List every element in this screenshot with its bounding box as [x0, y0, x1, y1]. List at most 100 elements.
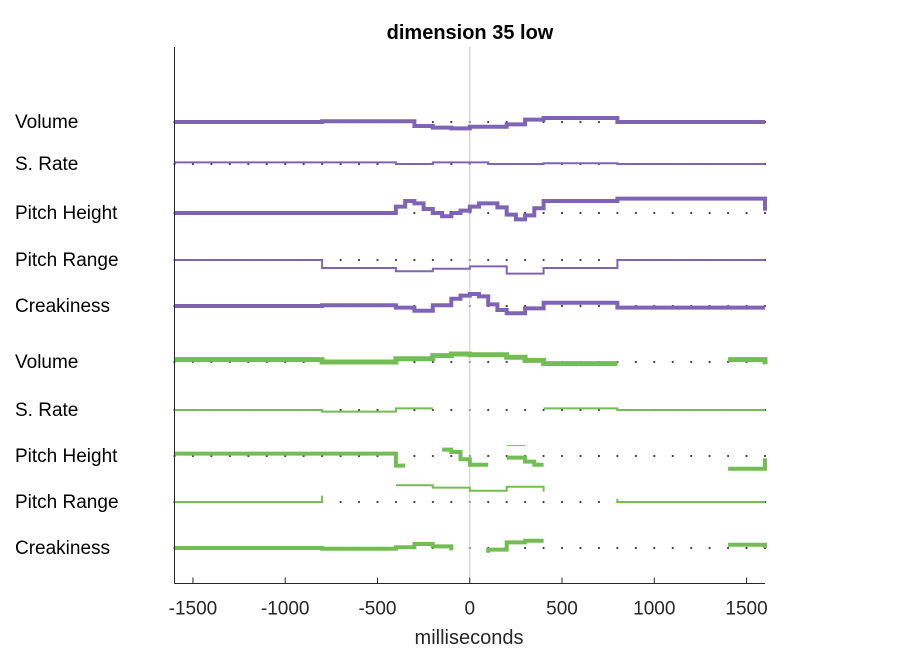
baseline-dot — [597, 211, 601, 215]
row-label: S. Rate — [15, 154, 78, 175]
series-line-green-8 — [174, 495, 324, 503]
baseline-dot — [542, 211, 545, 215]
x-tick-label: -1500 — [169, 599, 218, 620]
baseline-dot — [579, 211, 582, 215]
series-line-green-9 — [728, 542, 767, 548]
baseline-dot — [524, 408, 527, 412]
baseline-dot — [560, 500, 564, 504]
row-label: Pitch Height — [15, 203, 118, 224]
baseline-dot — [413, 454, 416, 458]
row-label: Pitch Range — [15, 492, 119, 513]
baseline-dot — [597, 500, 601, 504]
baseline-dot — [542, 500, 545, 504]
row-label: Volume — [15, 352, 78, 373]
baseline-dot — [560, 304, 564, 308]
baseline-dot — [413, 211, 416, 215]
series-line-purple-1 — [174, 161, 765, 165]
baseline-dot — [653, 211, 656, 215]
x-tick-label: 1500 — [725, 599, 767, 620]
series-line-green-5 — [728, 357, 768, 365]
baseline-dot — [228, 162, 231, 166]
baseline-dot — [726, 454, 730, 458]
baseline-dot — [690, 454, 693, 458]
baseline-dot — [450, 162, 453, 166]
baseline-dot — [339, 408, 342, 412]
baseline-dot — [413, 360, 416, 364]
baseline-dot — [542, 454, 545, 458]
baseline-dot — [560, 546, 564, 550]
baseline-dot — [708, 454, 711, 458]
series-line-green-6 — [543, 407, 765, 411]
baseline-dot — [505, 258, 508, 262]
row-label: Volume — [15, 112, 78, 133]
baseline-dot — [339, 500, 342, 504]
row-label: Creakiness — [15, 296, 110, 317]
baseline-dot — [339, 162, 342, 166]
baseline-dot — [450, 120, 453, 124]
series-line-green-9 — [486, 538, 544, 553]
baseline-dot — [376, 258, 379, 262]
baseline-dot — [579, 120, 582, 124]
baseline-dot — [450, 258, 453, 262]
baseline-dot — [708, 360, 711, 364]
baseline-dot — [708, 546, 711, 550]
baseline-dot — [505, 360, 508, 364]
baseline-dot — [247, 162, 250, 166]
baseline-dot — [357, 500, 361, 504]
baseline-dot — [653, 454, 656, 458]
baseline-dot — [671, 360, 674, 364]
baseline-dot — [505, 304, 508, 308]
baseline-dot — [542, 258, 545, 262]
baseline-dot — [487, 258, 490, 262]
baseline-dot — [579, 454, 582, 458]
baseline-dot — [487, 211, 490, 215]
series-line-green-8 — [616, 498, 765, 503]
baseline-dot — [597, 408, 601, 412]
chart-title: dimension 35 low — [387, 22, 554, 44]
series-line-green-7 — [506, 455, 544, 467]
row-label: S. Rate — [15, 400, 78, 421]
baseline-dot — [634, 454, 637, 458]
baseline-dot — [616, 546, 619, 550]
baseline-dot — [357, 162, 361, 166]
x-tick-label: 500 — [546, 599, 578, 620]
baseline-dot — [413, 500, 416, 504]
baseline-dot — [413, 258, 416, 262]
baseline-dot — [487, 408, 490, 412]
baseline-dot — [597, 120, 601, 124]
x-axis-ticks: -1500 -1000 -500 0 500 1000 1500 — [169, 577, 768, 620]
baseline-dot — [542, 408, 545, 412]
baseline-dot — [487, 454, 490, 458]
baseline-dot — [745, 454, 748, 458]
baseline-dot — [560, 408, 564, 412]
baseline-dot — [579, 408, 582, 412]
baseline-dot — [597, 304, 601, 308]
baseline-dot — [763, 211, 767, 215]
baseline-dot — [339, 258, 342, 262]
baseline-dot — [560, 211, 564, 215]
row-label: Creakiness — [15, 538, 110, 559]
baseline-dot — [763, 454, 767, 458]
baseline-dot — [597, 546, 601, 550]
series-line-green-8 — [395, 484, 545, 492]
series-line-green-7 — [442, 447, 489, 467]
baseline-dot — [560, 454, 564, 458]
baseline-dot — [726, 211, 730, 215]
x-tick-label: -500 — [358, 599, 396, 620]
baseline-dot — [745, 546, 748, 550]
baseline-dot — [690, 211, 693, 215]
baseline-dot — [671, 211, 674, 215]
baseline-dot — [690, 360, 693, 364]
row-label: Pitch Height — [15, 446, 118, 467]
x-tick-label: 1000 — [633, 599, 675, 620]
series-line-purple-0 — [174, 116, 765, 131]
x-tick-label: -1000 — [261, 599, 310, 620]
baseline-dot — [505, 500, 508, 504]
baseline-dot — [524, 546, 527, 550]
baseline-dot — [431, 500, 434, 504]
series-line-green-6 — [174, 407, 433, 413]
baseline-dot — [597, 454, 601, 458]
baseline-dot — [634, 360, 637, 364]
